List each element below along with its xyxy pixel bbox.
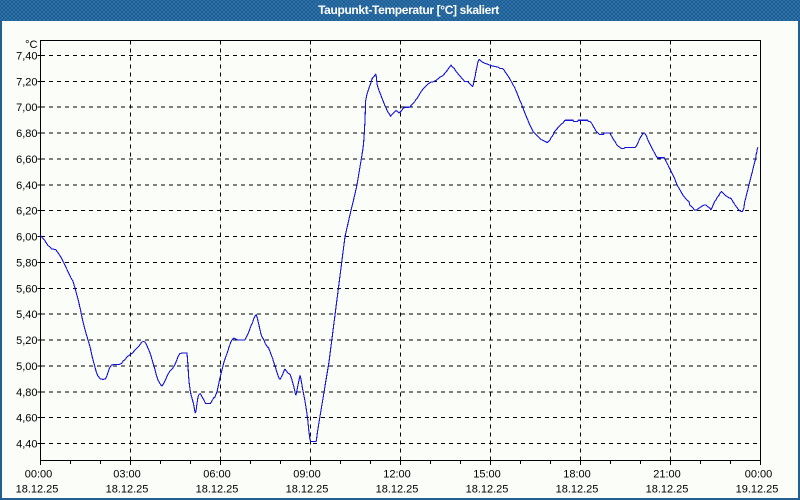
svg-text:18:00: 18:00 xyxy=(563,469,591,481)
svg-text:18.12.25: 18.12.25 xyxy=(286,484,329,496)
svg-text:09:00: 09:00 xyxy=(293,469,321,481)
svg-text:18.12.25: 18.12.25 xyxy=(466,484,509,496)
svg-text:00:00: 00:00 xyxy=(745,469,773,481)
svg-text:7,20: 7,20 xyxy=(16,76,37,88)
svg-text:18.12.25: 18.12.25 xyxy=(16,484,59,496)
svg-text:5,80: 5,80 xyxy=(16,257,37,269)
svg-text:19.12.25: 19.12.25 xyxy=(736,484,779,496)
svg-text:6,40: 6,40 xyxy=(16,180,37,192)
svg-text:12:00: 12:00 xyxy=(383,469,411,481)
svg-text:21:00: 21:00 xyxy=(653,469,681,481)
svg-text:6,80: 6,80 xyxy=(16,128,37,140)
svg-text:7,00: 7,00 xyxy=(16,102,37,114)
svg-text:03:00: 03:00 xyxy=(113,469,141,481)
svg-text:15:00: 15:00 xyxy=(473,469,501,481)
svg-text:6,60: 6,60 xyxy=(16,154,37,166)
svg-text:4,60: 4,60 xyxy=(16,413,37,425)
svg-text:18.12.25: 18.12.25 xyxy=(556,484,599,496)
svg-text:18.12.25: 18.12.25 xyxy=(646,484,689,496)
svg-text:00:00: 00:00 xyxy=(25,469,53,481)
svg-text:6,00: 6,00 xyxy=(16,232,37,244)
svg-text:5,00: 5,00 xyxy=(16,361,37,373)
svg-text:5,20: 5,20 xyxy=(16,335,37,347)
svg-text:7,40: 7,40 xyxy=(16,51,37,63)
svg-text:°C: °C xyxy=(25,39,37,51)
svg-text:5,60: 5,60 xyxy=(16,283,37,295)
svg-text:06:00: 06:00 xyxy=(203,469,231,481)
svg-text:18.12.25: 18.12.25 xyxy=(196,484,239,496)
svg-text:6,20: 6,20 xyxy=(16,206,37,218)
svg-text:4,40: 4,40 xyxy=(16,439,37,451)
svg-text:4,80: 4,80 xyxy=(16,387,37,399)
svg-text:18.12.25: 18.12.25 xyxy=(106,484,149,496)
svg-text:18.12.25: 18.12.25 xyxy=(376,484,419,496)
svg-text:5,40: 5,40 xyxy=(16,309,37,321)
